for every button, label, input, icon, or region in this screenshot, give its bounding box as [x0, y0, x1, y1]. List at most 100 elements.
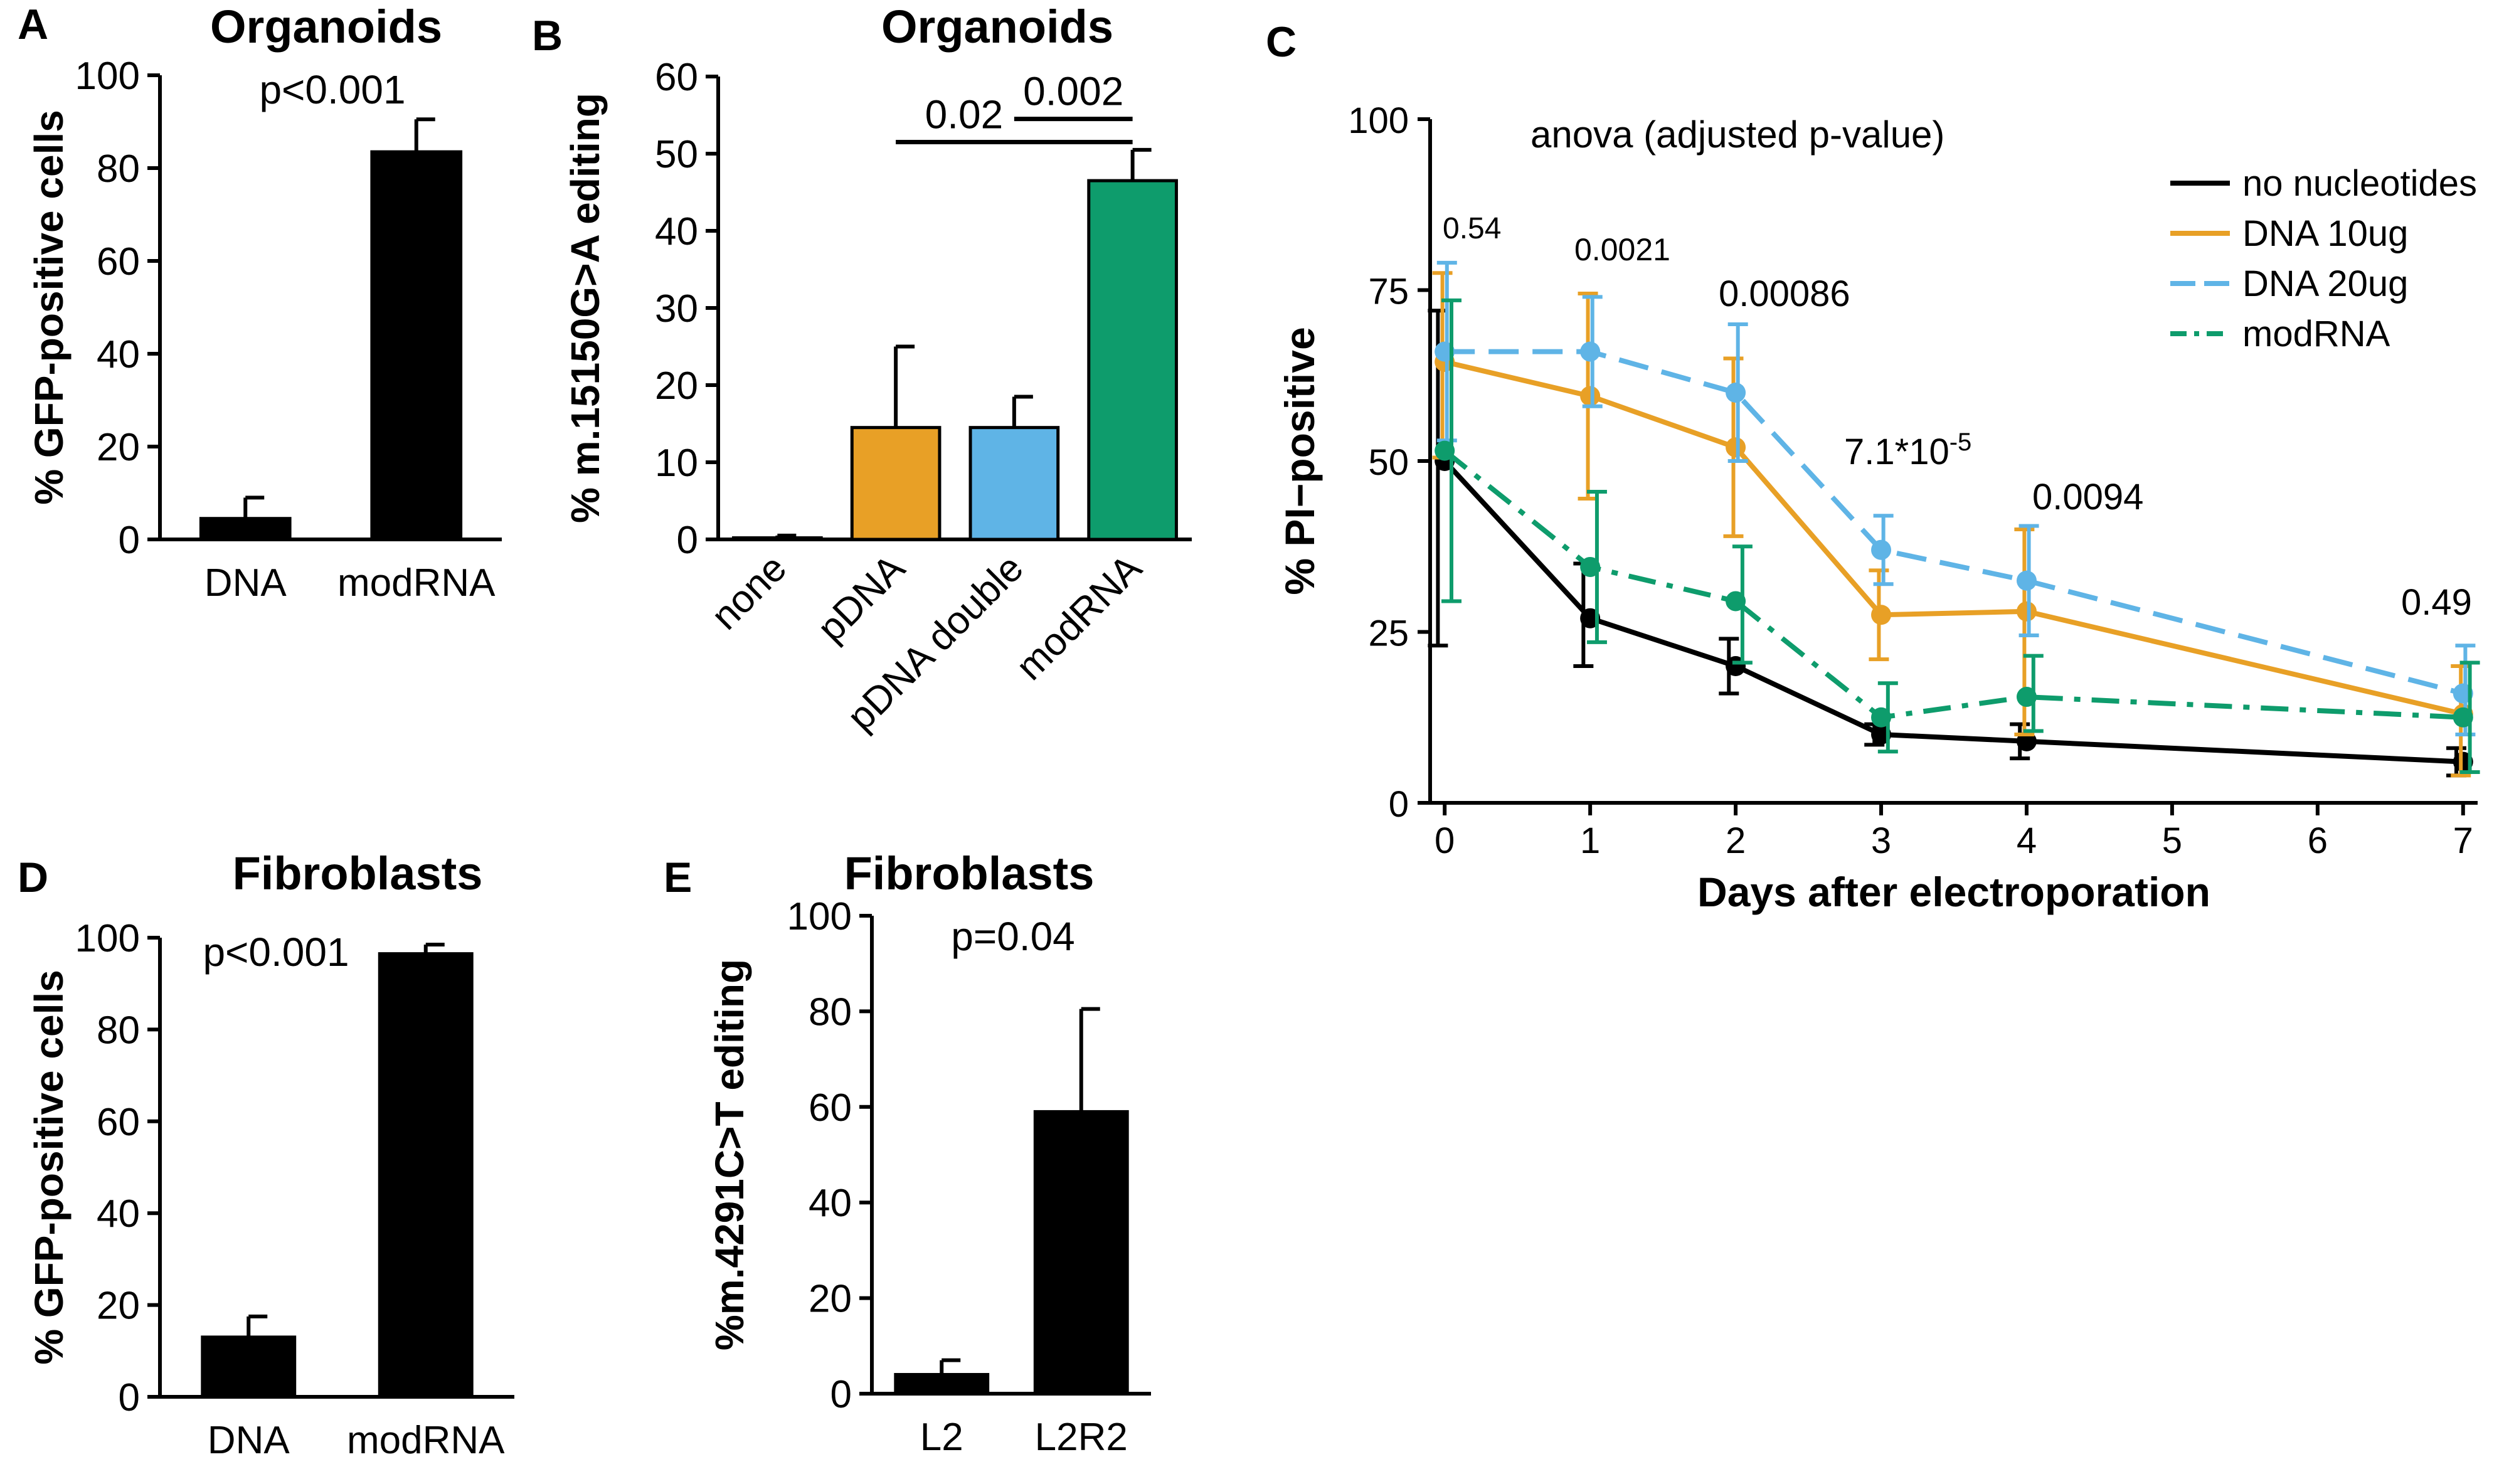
panel-label-a: A: [18, 1, 48, 48]
anova-label: anova (adjusted p-value): [1530, 114, 1944, 156]
data-point: [1871, 605, 1892, 625]
data-point: [1726, 383, 1746, 403]
data-point: [2453, 707, 2473, 728]
x-tick-label: 3: [1871, 820, 1891, 861]
y-tick-label: 40: [97, 333, 140, 376]
panel-label-c: C: [1266, 18, 1297, 66]
data-point: [1726, 437, 1746, 458]
panel-label-d: D: [18, 854, 48, 901]
x-tick-label: 6: [2308, 820, 2328, 861]
legend-label: DNA 10ug: [2242, 213, 2408, 254]
chart-title: Fibroblasts: [844, 847, 1095, 899]
series-modrna: [1435, 298, 2480, 774]
y-tick-label: 60: [97, 240, 140, 284]
y-tick-label: 40: [809, 1182, 852, 1225]
x-tick-label: none: [703, 546, 795, 638]
y-tick-label: 60: [655, 56, 698, 99]
significance-label: 0.002: [1023, 69, 1123, 114]
chart-title: Organoids: [881, 1, 1113, 53]
y-tick-label: 100: [787, 895, 852, 938]
series-no-nucleotides: [1428, 309, 2473, 778]
p-value-annotation: p=0.04: [951, 914, 1075, 959]
x-tick-label: modRNA: [1008, 546, 1150, 689]
p-value-label: 0.49: [2401, 582, 2472, 623]
p-value-exponent: -5: [1949, 428, 1972, 456]
series-line: [1443, 459, 2463, 765]
y-tick-label: 0: [119, 519, 140, 562]
y-tick-label: 60: [97, 1101, 140, 1144]
series-dna-20ug: [1435, 260, 2476, 736]
data-point: [2016, 601, 2037, 622]
x-tick-label: 1: [1580, 820, 1600, 861]
y-tick-label: 0: [677, 519, 698, 562]
bar: [201, 1335, 297, 1399]
series-line: [1445, 349, 2464, 696]
x-tick-label: 2: [1726, 820, 1746, 861]
y-tick-label: 100: [75, 917, 140, 960]
x-axis-label: Days after electroporation: [1697, 869, 2210, 915]
bar: [1087, 179, 1178, 541]
x-tick-label: 0: [1435, 820, 1455, 861]
y-tick-label: 0: [830, 1373, 852, 1416]
y-tick-label: 100: [1348, 100, 1409, 141]
y-tick-label: 40: [97, 1192, 140, 1236]
data-point: [1871, 539, 1892, 560]
panel-label-e: E: [664, 854, 692, 901]
panel-e: 0 20 40 60 80 100 L2 L2R2 Fibroblasts %m.4291C>T …: [707, 847, 1151, 1459]
data-point: [1580, 556, 1601, 577]
y-tick-label: 20: [97, 1285, 140, 1328]
y-tick-label: 10: [655, 442, 698, 485]
bar: [1033, 1110, 1129, 1396]
series-line: [1443, 448, 2463, 720]
x-tick-label: modRNA: [337, 561, 496, 605]
y-tick-label: 0: [119, 1376, 140, 1419]
data-point: [1580, 341, 1601, 362]
y-axis-label: % GFP-positive cells: [26, 970, 72, 1365]
y-tick-label: 80: [809, 990, 852, 1034]
y-tick-label: 50: [1368, 442, 1409, 483]
p-value-annotation: p<0.001: [259, 67, 405, 112]
p-value-annotation: p<0.001: [203, 930, 349, 975]
y-tick-label: 80: [97, 1009, 140, 1052]
p-value-label: 0.54: [1443, 212, 1501, 245]
panel-d: 0 20 40 60 80 100 DNA modRNA Fibroblasts % GFP-po…: [26, 847, 514, 1462]
data-point: [2016, 687, 2037, 708]
bar: [894, 1373, 990, 1396]
x-tick-label: modRNA: [347, 1419, 505, 1462]
panel-label-b: B: [532, 12, 563, 60]
x-tick-label: L2R2: [1035, 1416, 1128, 1459]
bar: [850, 426, 942, 541]
bar: [370, 150, 463, 541]
data-point: [1871, 707, 1892, 728]
bar: [968, 426, 1060, 541]
x-tick-label: 7: [2453, 820, 2473, 861]
y-tick-label: 50: [655, 133, 698, 176]
p-value-label: 0.0094: [2032, 477, 2143, 517]
legend-label: no nucleotides: [2242, 163, 2477, 204]
y-tick-label: 20: [809, 1278, 852, 1321]
y-tick-label: 20: [97, 426, 140, 469]
data-point: [1580, 386, 1601, 406]
x-tick-label: DNA: [208, 1419, 290, 1462]
y-tick-label: 75: [1368, 272, 1409, 312]
x-tick-label: DNA: [204, 561, 287, 605]
data-point: [2016, 570, 2037, 591]
chart-title: Fibroblasts: [233, 847, 483, 899]
y-tick-label: 25: [1368, 613, 1409, 654]
y-tick-label: 30: [655, 287, 698, 331]
y-tick-label: 80: [97, 147, 140, 191]
y-axis-label: % PI−positive: [1276, 327, 1323, 595]
panel-c: 0 25 50 75 100 0 1 2 3 4 5 6 7 Days after electropora…: [1276, 100, 2480, 915]
y-axis-label: %m.4291C>T editing: [707, 959, 752, 1350]
bar: [199, 517, 292, 541]
x-tick-label: L2: [920, 1416, 963, 1459]
y-tick-label: 40: [655, 210, 698, 253]
y-tick-label: 100: [75, 55, 140, 98]
bar: [732, 536, 823, 541]
p-value-label: 0.00086: [1719, 273, 1850, 314]
panel-a: 0 20 40 60 80 100 DNA modRNA Organoids % GFP-posi…: [26, 1, 502, 605]
y-tick-label: 60: [809, 1086, 852, 1130]
x-tick-label: 4: [2017, 820, 2037, 861]
